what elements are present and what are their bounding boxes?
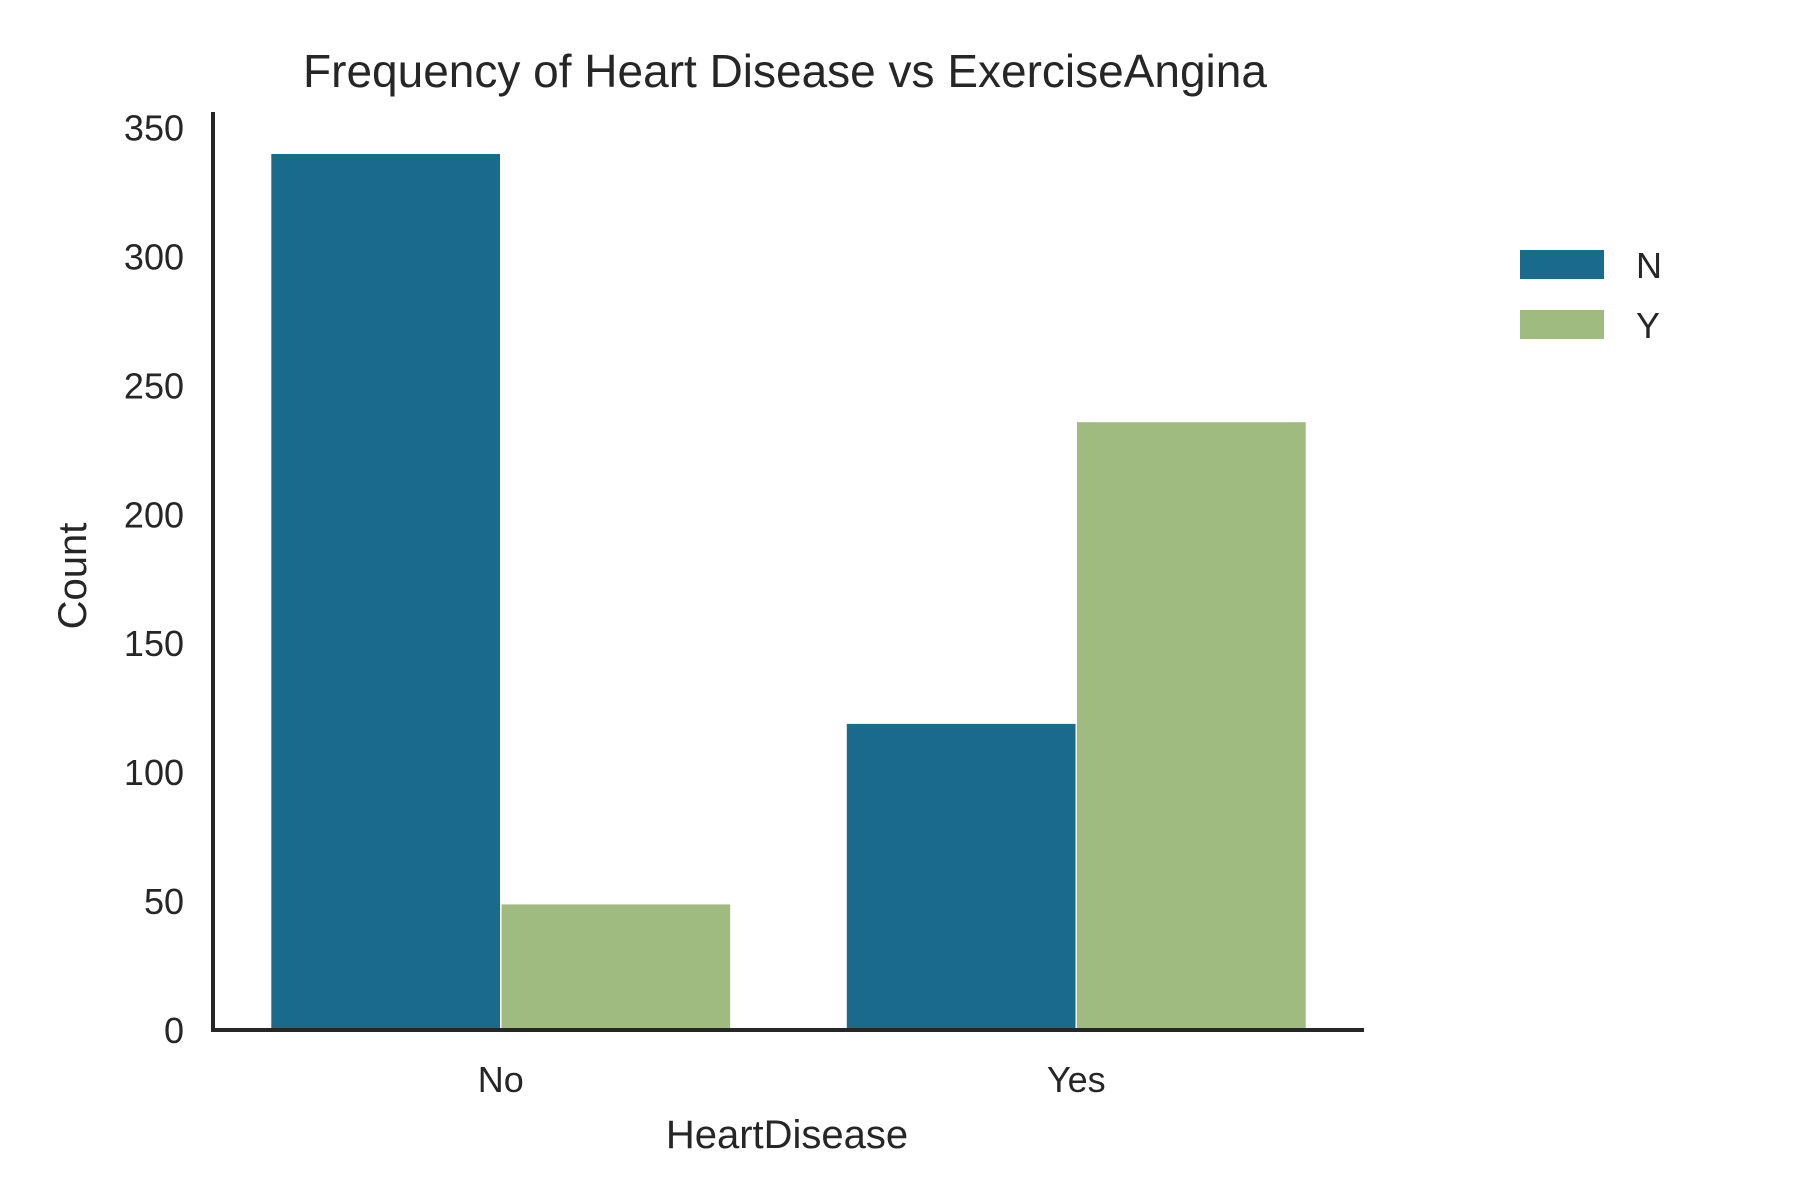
legend-label-y: Y xyxy=(1636,305,1660,346)
y-tick-label: 150 xyxy=(124,623,184,664)
y-tick-label: 250 xyxy=(124,365,184,406)
y-tick-label: 50 xyxy=(144,881,184,922)
x-axis-ticks: No Yes xyxy=(478,1059,1106,1100)
x-axis-label: HeartDisease xyxy=(666,1113,908,1157)
bar-yes-n xyxy=(845,722,1077,1031)
y-tick-label: 300 xyxy=(124,236,184,277)
y-axis-label: Count xyxy=(51,523,95,630)
bar-no-y xyxy=(500,902,732,1031)
legend: NY xyxy=(1520,245,1662,346)
x-tick-label: Yes xyxy=(1047,1059,1106,1100)
y-tick-label: 0 xyxy=(164,1010,184,1051)
legend-label-n: N xyxy=(1636,245,1662,286)
legend-swatch-n xyxy=(1520,250,1604,279)
bar-yes-y xyxy=(1075,420,1308,1031)
x-tick-label: No xyxy=(478,1059,524,1100)
y-tick-label: 200 xyxy=(124,494,184,535)
y-tick-label: 100 xyxy=(124,752,184,793)
bars-group xyxy=(269,152,1308,1031)
y-axis-ticks: 0 50 100 150 200 250 300 350 xyxy=(124,107,184,1051)
legend-swatch-y xyxy=(1520,310,1604,339)
chart-title: Frequency of Heart Disease vs ExerciseAn… xyxy=(303,45,1267,97)
y-tick-label: 350 xyxy=(124,107,184,148)
bar-no-n xyxy=(269,152,502,1031)
